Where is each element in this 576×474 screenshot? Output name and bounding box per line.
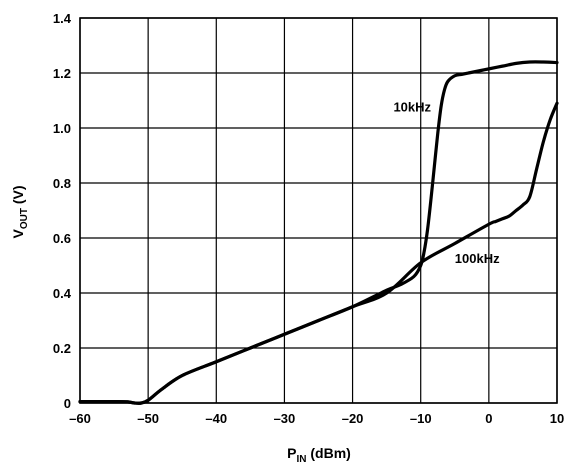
- x-tick-label: –20: [342, 411, 364, 426]
- series-layer: [78, 60, 559, 405]
- x-axis-title: PIN (dBm): [287, 445, 351, 465]
- series-line-10khz: [78, 60, 559, 405]
- y-tick-label: 0.2: [53, 341, 71, 356]
- grid: [79, 17, 558, 404]
- y-axis-title: VOUT (V): [10, 185, 30, 238]
- series-label: 10kHz: [393, 100, 431, 115]
- x-tick-label: –40: [205, 411, 227, 426]
- y-tick-label: 0: [64, 396, 71, 411]
- x-tick-label: –30: [274, 411, 296, 426]
- y-tick-label: 1.4: [53, 11, 72, 26]
- x-tick-label: –50: [137, 411, 159, 426]
- y-tick-label: 1.2: [53, 66, 71, 81]
- plot-frame: [79, 17, 558, 404]
- x-tick-label: –10: [410, 411, 432, 426]
- series-label: 100kHz: [455, 251, 500, 266]
- series-annotations: 10kHz 100kHz: [393, 100, 500, 266]
- x-tick-label: 10: [550, 411, 564, 426]
- y-tick-label: 1.0: [53, 121, 71, 136]
- y-tick-label: 0.4: [53, 286, 72, 301]
- x-tick-label: –60: [69, 411, 91, 426]
- y-tick-labels: 0 0.2 0.4 0.6 0.8 1.0 1.2 1.4: [53, 11, 72, 411]
- y-tick-label: 0.6: [53, 231, 71, 246]
- x-tick-labels: –60 –50 –40 –30 –20 –10 0 10: [69, 411, 564, 426]
- x-tick-label: 0: [485, 411, 492, 426]
- y-tick-label: 0.8: [53, 176, 71, 191]
